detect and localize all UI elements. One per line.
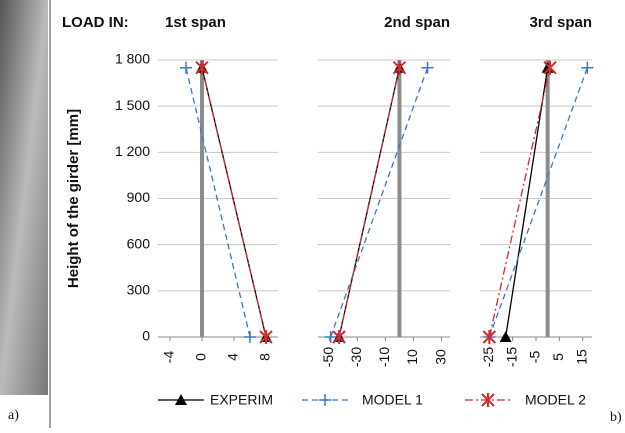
legend-marker	[319, 394, 331, 406]
y-tick-label: 0	[142, 328, 150, 344]
y-tick-label: 1 200	[115, 143, 150, 159]
y-tick-label: 900	[127, 189, 151, 205]
marker	[196, 61, 208, 75]
x-tick-label: -4	[161, 351, 177, 364]
y-tick-label: 1 800	[115, 51, 150, 67]
series-line	[489, 68, 587, 337]
series-line	[331, 68, 428, 337]
x-tick-label: 30	[432, 349, 448, 365]
x-tick-label: 8	[257, 353, 273, 361]
marker	[244, 331, 256, 343]
marker	[581, 62, 593, 74]
x-tick-label: -5	[527, 351, 543, 364]
x-tick-label: 10	[404, 349, 420, 365]
marker	[180, 62, 192, 74]
photo	[0, 0, 48, 395]
series-line	[506, 68, 548, 337]
x-tick-label: 15	[573, 349, 589, 365]
legend-label: EXPERIM	[210, 392, 273, 408]
series-line	[339, 68, 399, 337]
marker	[393, 61, 405, 75]
x-tick-label: 0	[193, 353, 209, 361]
header: LOAD IN:	[62, 14, 129, 31]
legend-label: MODEL 1	[362, 392, 423, 408]
panel-title: 1st span	[165, 14, 226, 31]
series-line	[186, 68, 250, 337]
y-tick-label: 300	[127, 282, 151, 298]
x-tick-label: 5	[550, 353, 566, 361]
y-tick-label: 600	[127, 235, 151, 251]
panel-title: 2nd span	[384, 14, 450, 31]
x-tick-label: -15	[503, 347, 519, 367]
legend-label: MODEL 2	[525, 392, 586, 408]
x-tick-label: 4	[225, 353, 241, 361]
y-axis-title: Height of the girder [mm]	[65, 109, 82, 288]
panel-label: b)	[610, 410, 622, 425]
marker	[422, 62, 434, 74]
figure: a) b) LOAD IN: 03006009001 2001 5001 800…	[0, 0, 625, 428]
x-tick-label: -25	[480, 347, 496, 367]
x-tick-label: -50	[320, 347, 336, 367]
y-tick-label: 1 500	[115, 97, 150, 113]
x-tick-label: -30	[348, 347, 364, 367]
panel-title: 3rd span	[529, 14, 592, 31]
x-tick-label: -10	[376, 347, 392, 367]
panel-label: a)	[8, 408, 19, 423]
